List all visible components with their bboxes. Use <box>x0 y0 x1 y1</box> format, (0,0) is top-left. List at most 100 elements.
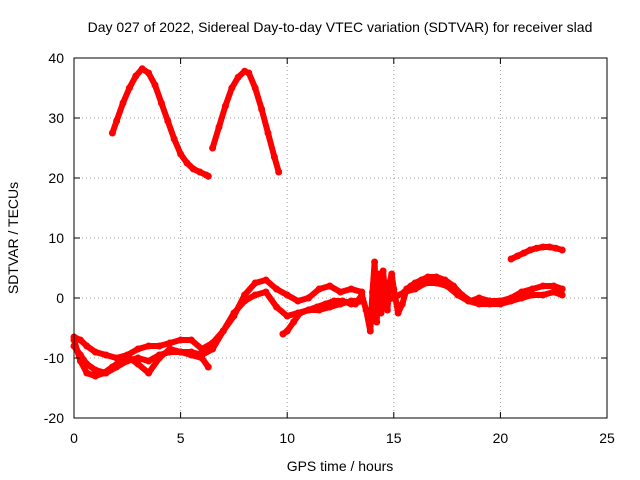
data-point <box>533 244 541 252</box>
data-point <box>187 351 195 359</box>
data-point <box>294 297 302 305</box>
data-point <box>379 267 387 275</box>
data-point <box>76 336 84 344</box>
series-line <box>109 65 212 180</box>
data-point <box>166 345 174 353</box>
data-point <box>422 279 430 287</box>
data-point <box>339 297 347 305</box>
data-point <box>528 285 536 293</box>
data-point <box>443 282 451 290</box>
data-point <box>330 297 338 305</box>
data-point <box>550 282 558 290</box>
data-point <box>486 300 494 308</box>
y-tick-label: -10 <box>44 350 64 366</box>
data-point <box>475 294 483 302</box>
data-point <box>215 123 223 131</box>
data-point <box>507 297 515 305</box>
plot-frame <box>73 57 608 419</box>
data-point <box>241 297 249 305</box>
data-point <box>526 246 534 254</box>
data-point <box>496 300 504 308</box>
data-point <box>383 306 391 314</box>
data-point <box>221 102 229 110</box>
data-point <box>351 300 359 308</box>
series-line <box>209 68 282 175</box>
data-point <box>366 327 374 335</box>
x-tick-label: 25 <box>599 430 615 446</box>
data-point <box>475 300 483 308</box>
series-arc-1 <box>108 65 212 180</box>
data-point <box>134 360 142 368</box>
series-arc-2 <box>209 67 283 176</box>
data-point <box>262 288 270 296</box>
data-point <box>187 336 195 344</box>
data-point <box>170 135 178 143</box>
data-point <box>305 306 312 314</box>
data-point <box>273 303 280 311</box>
data-point <box>290 318 298 326</box>
data-point <box>219 327 227 335</box>
data-point <box>117 357 125 365</box>
data-point <box>177 336 185 344</box>
y-axis-label: SDTVAR / TECUs <box>5 182 21 294</box>
data-point <box>464 297 472 305</box>
data-point <box>273 285 280 293</box>
data-point <box>228 84 236 92</box>
data-point <box>132 72 140 80</box>
series-arc-9 <box>507 243 566 263</box>
data-point <box>102 351 110 359</box>
x-tick-label: 20 <box>493 430 509 446</box>
data-point <box>432 273 440 281</box>
data-point <box>262 276 270 284</box>
data-point <box>528 291 536 299</box>
data-point <box>245 69 253 77</box>
axis-ticks: 0 5 10 15 20 25 -20 -10 0 10 20 30 40 <box>44 50 615 446</box>
data-point <box>251 279 259 287</box>
data-point <box>337 288 344 296</box>
data-point <box>196 168 204 176</box>
data-point <box>198 354 206 362</box>
series-line <box>71 337 212 379</box>
data-point <box>388 270 396 278</box>
data-point <box>539 282 547 290</box>
data-point <box>313 303 321 311</box>
y-tick-label: 30 <box>48 110 64 126</box>
data-point <box>91 372 99 380</box>
data-point <box>234 73 242 81</box>
data-point <box>155 354 163 362</box>
data-point <box>108 129 116 137</box>
chart-title: Day 027 of 2022, Sidereal Day-to-day VTE… <box>88 19 593 35</box>
data-point <box>138 65 146 73</box>
data-point <box>296 309 304 317</box>
data-point <box>91 348 99 356</box>
data-point <box>189 165 197 173</box>
series-arc-6 <box>279 297 366 338</box>
data-point <box>125 354 133 362</box>
data-point <box>379 297 387 305</box>
data-point <box>76 357 84 365</box>
data-point <box>369 288 376 296</box>
data-point <box>371 258 379 266</box>
data-point <box>381 291 389 299</box>
data-point <box>394 309 402 317</box>
data-point <box>183 159 191 167</box>
data-point <box>155 342 163 350</box>
x-tick-label: 15 <box>386 430 402 446</box>
data-point <box>145 69 153 77</box>
data-point <box>390 294 398 302</box>
data-point <box>401 288 408 296</box>
data-point <box>373 318 381 326</box>
data-point <box>305 294 312 302</box>
series-arc-8 <box>379 279 566 308</box>
data-point <box>230 309 238 317</box>
series-arc-5 <box>70 336 212 380</box>
data-point <box>108 363 116 371</box>
y-tick-label: 0 <box>56 290 64 306</box>
data-point <box>558 291 566 299</box>
data-point <box>441 276 449 284</box>
data-point <box>100 369 108 377</box>
data-point <box>552 244 560 252</box>
series-group <box>70 65 566 380</box>
data-point <box>315 285 323 293</box>
data-point <box>347 285 355 293</box>
